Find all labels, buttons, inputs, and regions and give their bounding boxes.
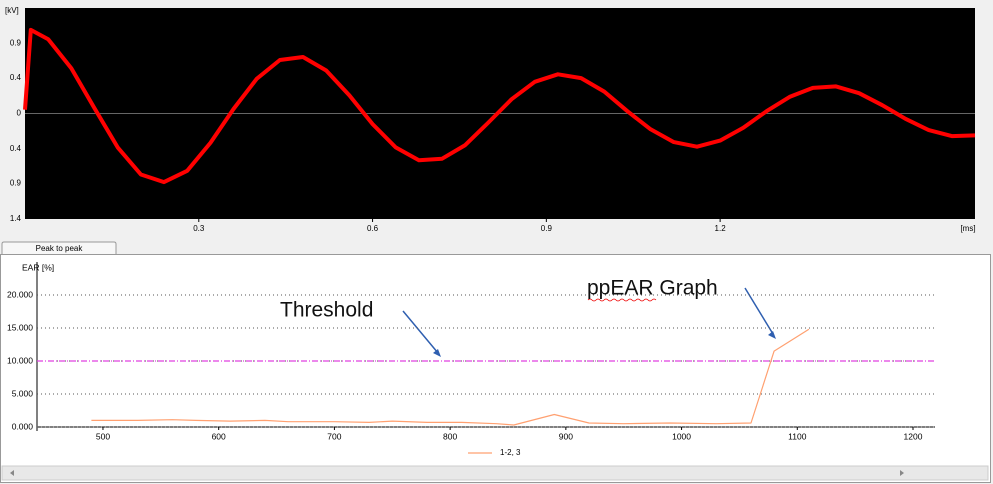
data-line: [91, 328, 810, 426]
x-tick-label: 1100: [788, 431, 807, 441]
x-tick-label: 800: [443, 431, 457, 441]
y-tick-label: 0.9: [10, 179, 22, 188]
tab[interactable]: [1, 241, 117, 254]
x-tick-label: 700: [327, 431, 341, 441]
legend-label: 1-2, 3: [500, 448, 521, 457]
x-tick-label: 1000: [672, 431, 691, 441]
y-tick-label: 0.4: [10, 144, 22, 153]
arrow-head: [433, 349, 441, 357]
y-tick-label: 1.4: [10, 214, 22, 223]
y-tick-label: 0.9: [10, 39, 22, 48]
x-tick-label: 0.6: [367, 224, 379, 233]
x-tick-label: 1200: [904, 431, 923, 441]
scrollbar[interactable]: [1, 465, 989, 481]
arrow-head: [768, 331, 776, 339]
x-tick-label: 1.2: [715, 224, 727, 233]
x-axis-label: [ms]: [960, 224, 975, 233]
x-tick-label: 0.3: [193, 224, 205, 233]
arrow: [402, 310, 439, 354]
data-line: [23, 27, 976, 185]
y-tick-label: 0: [17, 109, 22, 118]
y-axis-label: EAR [%]: [22, 262, 54, 272]
y-tick-label: 10.000: [7, 355, 33, 365]
y-tick-label: 0.000: [12, 421, 34, 431]
arrow: [744, 287, 774, 335]
bottom-panel: [0, 254, 991, 483]
y-tick-label: 5.000: [12, 388, 34, 398]
annotation: Threshold: [280, 299, 373, 322]
y-tick-label: 0.4: [10, 73, 22, 82]
x-tick-label: 900: [559, 431, 573, 441]
annotation: ppEAR Graph: [587, 277, 718, 300]
x-tick-label: 500: [96, 431, 110, 441]
x-tick-label: 600: [212, 431, 226, 441]
tab-label[interactable]: Peak to peak: [36, 244, 84, 253]
x-tick-label: 0.9: [541, 224, 553, 233]
y-axis-label: [kV]: [5, 6, 19, 15]
y-tick-label: 20.000: [7, 289, 33, 299]
y-tick-label: 15.000: [7, 322, 33, 332]
spellcheck-underline: [587, 298, 657, 302]
